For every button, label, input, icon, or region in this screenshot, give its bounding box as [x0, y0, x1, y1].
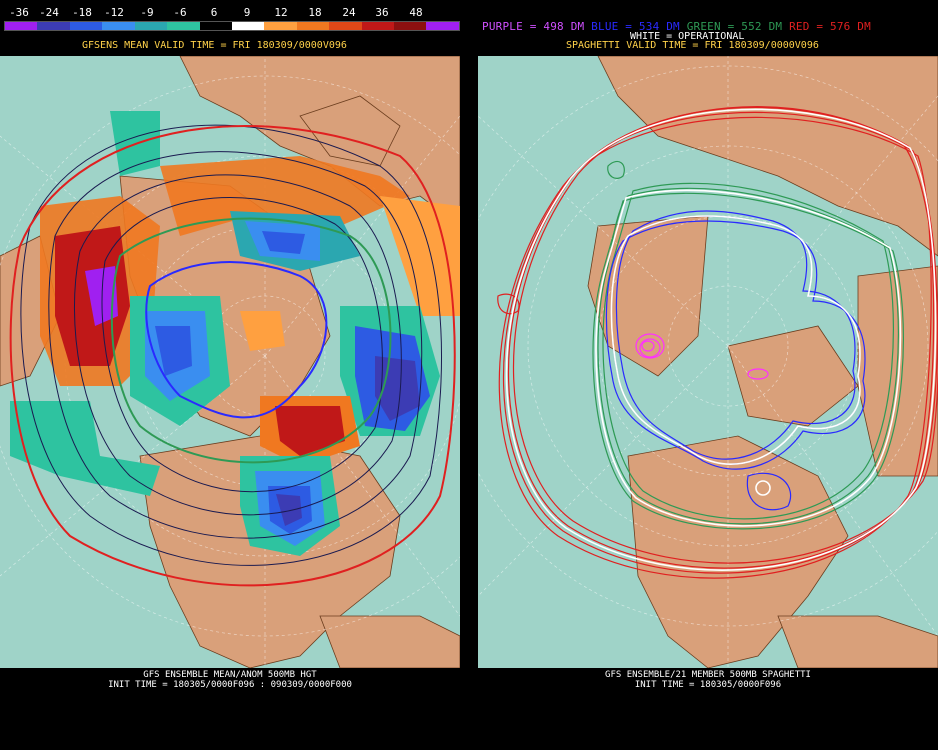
- colorbar-swatch: [37, 22, 70, 30]
- colorbar-label: 24: [342, 6, 356, 19]
- colorbar-label: 9: [243, 6, 251, 19]
- left-footer-line2: INIT TIME = 180305/0000F096 : 090309/000…: [108, 680, 352, 690]
- colorbar-label: -6: [173, 6, 187, 19]
- colorbar-swatch: [329, 22, 362, 30]
- colorbar-label: 6: [210, 6, 218, 19]
- colorbar-swatch: [231, 22, 265, 30]
- spaghetti-green-552: [592, 161, 904, 530]
- colorbar-swatch: [264, 22, 297, 30]
- colorbar-swatch: [5, 22, 38, 30]
- colorbar-label: 12: [274, 6, 288, 19]
- colorbar-label: 48: [409, 6, 423, 19]
- land: [587, 56, 938, 668]
- right-map-panel: [478, 56, 938, 668]
- colorbar-label: -24: [39, 6, 59, 19]
- left-map: [0, 56, 460, 668]
- left-map-panel: [0, 56, 460, 668]
- right-map: [478, 56, 938, 668]
- operational-label: WHITE = OPERATIONAL: [630, 31, 745, 42]
- colorbar-label: 36: [375, 6, 389, 19]
- colorbar-swatch: [361, 22, 395, 30]
- contour-legend: PURPLE = 498 DM BLUE = 534 DM GREEN = 55…: [482, 20, 871, 33]
- legend-purple: PURPLE = 498 DM: [482, 20, 585, 33]
- colorbar-swatch: [296, 22, 330, 30]
- colorbar-swatch: [134, 22, 168, 30]
- colorbar-swatch: [69, 22, 103, 30]
- colorbar-labels: -36 -24 -18 -12 -9 -6 6 9 12 18 24 36 48: [4, 6, 460, 20]
- colorbar-label: -9: [140, 6, 154, 19]
- colorbar-label: -12: [104, 6, 124, 19]
- colorbar-label: -18: [72, 6, 92, 19]
- left-footer: GFS ENSEMBLE MEAN/ANOM 500MB HGT INIT TI…: [0, 670, 460, 690]
- legend-red: RED = 576 DM: [789, 20, 871, 33]
- spaghetti-purple-498: [635, 333, 769, 380]
- legend-green: GREEN = 552 DM: [686, 20, 783, 33]
- operational-552: [595, 189, 902, 527]
- colorbar-swatch: [426, 22, 459, 30]
- red-576-contour: [9, 125, 456, 587]
- left-footer-line1: GFS ENSEMBLE MEAN/ANOM 500MB HGT: [143, 670, 317, 680]
- right-footer-line1: GFS ENSEMBLE/21 MEMBER 500MB SPAGHETTI: [605, 670, 811, 680]
- right-footer: GFS ENSEMBLE/21 MEMBER 500MB SPAGHETTI I…: [478, 670, 938, 690]
- colorbar-swatch: [102, 22, 135, 30]
- colorbar-swatch: [167, 22, 200, 30]
- right-footer-line2: INIT TIME = 180305/0000F096: [634, 680, 782, 690]
- left-panel-header: GFSENS MEAN VALID TIME = FRI 180309/0000…: [82, 40, 347, 51]
- colorbar-label: -36: [9, 6, 29, 19]
- colorbar-swatches: [4, 21, 460, 31]
- green-552-contour: [110, 217, 392, 464]
- colorbar-swatch: [199, 22, 232, 30]
- right-panel-header: SPAGHETTI VALID TIME = FRI 180309/0000V0…: [566, 40, 819, 51]
- legend-blue: BLUE = 534 DM: [591, 20, 680, 33]
- operational-534: [610, 215, 861, 496]
- colorbar-swatch: [394, 22, 427, 30]
- operational-576: [505, 108, 937, 571]
- colorbar-label: 18: [308, 6, 322, 19]
- colorbar: -36 -24 -18 -12 -9 -6 6 9 12 18 24 36 48: [4, 6, 460, 31]
- blue-534-contour: [145, 261, 328, 419]
